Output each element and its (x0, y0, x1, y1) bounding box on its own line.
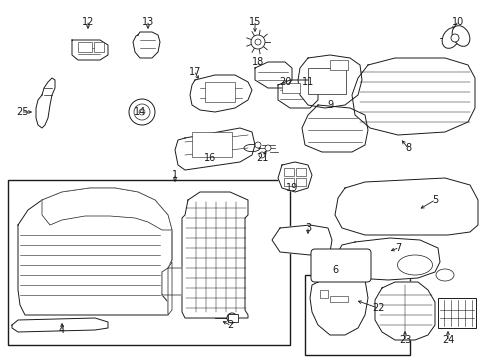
Circle shape (227, 313, 237, 323)
Bar (282, 83, 300, 93)
Bar (308, 68, 346, 94)
Polygon shape (190, 75, 252, 112)
Ellipse shape (452, 26, 470, 46)
Ellipse shape (442, 28, 460, 48)
Text: 12: 12 (82, 17, 94, 27)
Polygon shape (272, 225, 332, 255)
Circle shape (255, 142, 261, 148)
Text: 24: 24 (442, 335, 454, 345)
Bar (305, 275, 410, 355)
Circle shape (139, 109, 145, 115)
Text: 10: 10 (452, 17, 464, 27)
FancyBboxPatch shape (311, 249, 371, 282)
Text: 17: 17 (189, 67, 201, 77)
Polygon shape (336, 238, 440, 280)
Polygon shape (168, 262, 172, 315)
Bar (205, 82, 235, 102)
Text: 18: 18 (252, 57, 264, 67)
Text: 25: 25 (16, 107, 28, 117)
Text: 7: 7 (395, 243, 401, 253)
Bar (192, 132, 232, 157)
Text: 19: 19 (286, 183, 298, 193)
Polygon shape (335, 178, 478, 235)
Text: 11: 11 (302, 77, 314, 87)
Circle shape (134, 104, 150, 120)
Text: 15: 15 (249, 17, 261, 27)
Bar (330, 60, 348, 70)
Polygon shape (42, 188, 172, 230)
Polygon shape (352, 58, 475, 135)
Bar (296, 168, 306, 176)
Polygon shape (310, 265, 368, 335)
Text: 3: 3 (305, 223, 311, 233)
Polygon shape (12, 318, 108, 332)
Text: 20: 20 (279, 77, 291, 87)
Polygon shape (72, 40, 108, 60)
Text: 16: 16 (204, 153, 216, 163)
Polygon shape (375, 282, 435, 340)
Polygon shape (133, 32, 160, 58)
Bar (78, 42, 92, 52)
Text: 1: 1 (172, 170, 178, 180)
Circle shape (451, 34, 459, 42)
Bar (330, 296, 348, 302)
Text: 9: 9 (327, 100, 333, 110)
Bar (296, 178, 306, 186)
Text: 6: 6 (332, 265, 338, 275)
Text: 5: 5 (432, 195, 438, 205)
Polygon shape (162, 268, 182, 295)
Ellipse shape (397, 255, 433, 275)
Bar (284, 178, 294, 186)
Text: 2: 2 (227, 320, 233, 330)
Bar (8, 180, 290, 345)
Polygon shape (278, 80, 318, 108)
Polygon shape (298, 55, 362, 108)
Text: 14: 14 (134, 107, 146, 117)
Polygon shape (255, 62, 292, 88)
Polygon shape (18, 188, 172, 315)
Ellipse shape (436, 269, 454, 281)
Circle shape (251, 35, 265, 49)
Polygon shape (302, 105, 368, 152)
FancyBboxPatch shape (228, 314, 238, 322)
Text: 23: 23 (399, 335, 411, 345)
Circle shape (255, 39, 261, 45)
Polygon shape (182, 192, 248, 318)
Circle shape (129, 99, 155, 125)
Bar (438, 298, 476, 328)
Circle shape (259, 152, 265, 158)
Bar (284, 168, 294, 176)
Text: 4: 4 (59, 325, 65, 335)
Text: 21: 21 (256, 153, 268, 163)
Text: 8: 8 (405, 143, 411, 153)
Circle shape (265, 145, 271, 151)
Bar (94, 42, 104, 52)
Polygon shape (36, 78, 55, 128)
Bar (320, 290, 328, 298)
Text: 22: 22 (372, 303, 384, 313)
Polygon shape (175, 128, 255, 170)
Polygon shape (278, 162, 312, 192)
Text: 13: 13 (142, 17, 154, 27)
